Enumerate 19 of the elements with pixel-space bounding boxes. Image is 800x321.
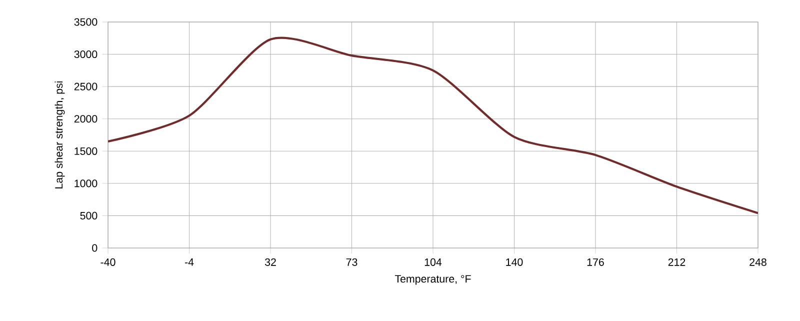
x-tick-label: -4 [185,258,194,266]
y-tick-label: 1000 [74,180,98,188]
x-tick-label: 32 [264,258,276,266]
y-tick-label: 2000 [74,115,98,123]
x-tick-label: 104 [424,258,442,266]
y-tick-label: 500 [80,212,98,220]
x-tick-label: 176 [587,258,604,266]
y-tick-label: 1500 [74,147,98,155]
x-tick-label: 212 [668,258,686,266]
x-tick-label: 248 [750,258,766,266]
x-tick-label: 140 [506,258,523,266]
y-tick-label: 3000 [74,50,98,58]
x-tick-label: -40 [100,258,116,266]
x-axis-title: Temperature, °F [394,275,471,285]
y-tick-label: 2500 [74,82,98,90]
x-tick-label: 73 [346,258,358,266]
y-tick-label: 3500 [74,18,98,26]
y-tick-label: 0 [92,244,98,252]
y-axis-title: Lap shear strength, psi [54,81,65,188]
